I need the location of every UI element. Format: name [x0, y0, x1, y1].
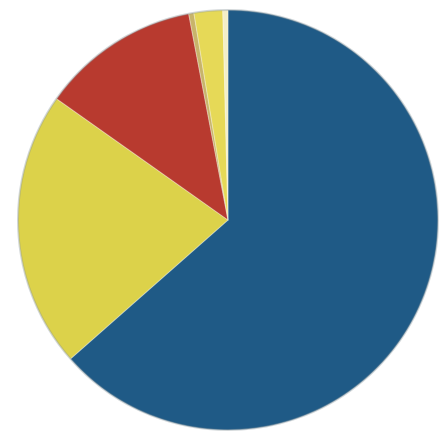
pie-slice-5 — [193, 9, 229, 221]
pie-slice-1 — [69, 9, 439, 431]
pie-slice-6 — [222, 9, 229, 221]
pie-rim — [17, 9, 439, 431]
pie-slice-4 — [188, 12, 229, 221]
pie-slice-3 — [55, 13, 229, 222]
pie-slice-2 — [17, 98, 229, 360]
